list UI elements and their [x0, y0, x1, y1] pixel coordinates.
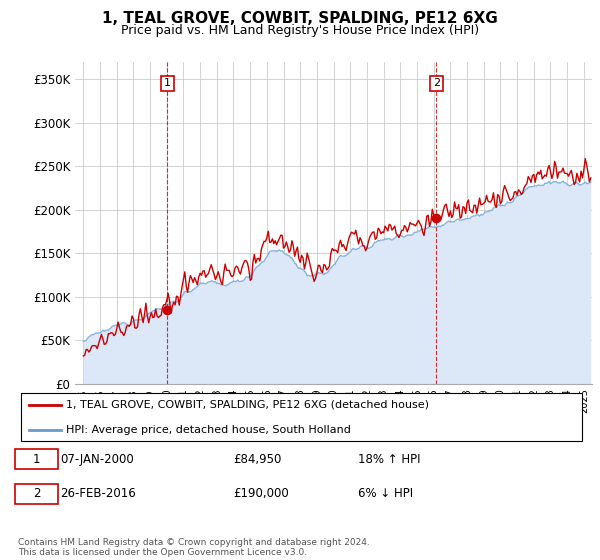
Text: £190,000: £190,000 [233, 487, 289, 501]
Text: 1, TEAL GROVE, COWBIT, SPALDING, PE12 6XG: 1, TEAL GROVE, COWBIT, SPALDING, PE12 6X… [102, 11, 498, 26]
Text: HPI: Average price, detached house, South Holland: HPI: Average price, detached house, Sout… [66, 425, 351, 435]
Text: 18% ↑ HPI: 18% ↑ HPI [358, 453, 421, 466]
Text: 07-JAN-2000: 07-JAN-2000 [61, 453, 134, 466]
FancyBboxPatch shape [15, 484, 58, 504]
Text: 6% ↓ HPI: 6% ↓ HPI [358, 487, 413, 501]
FancyBboxPatch shape [15, 449, 58, 469]
Text: £84,950: £84,950 [233, 453, 282, 466]
Text: 26-FEB-2016: 26-FEB-2016 [61, 487, 136, 501]
Text: 1, TEAL GROVE, COWBIT, SPALDING, PE12 6XG (detached house): 1, TEAL GROVE, COWBIT, SPALDING, PE12 6X… [66, 400, 429, 409]
Text: 2: 2 [32, 487, 40, 501]
Text: 1: 1 [164, 78, 171, 88]
Text: 1: 1 [32, 453, 40, 466]
Text: Contains HM Land Registry data © Crown copyright and database right 2024.
This d: Contains HM Land Registry data © Crown c… [18, 538, 370, 557]
Text: Price paid vs. HM Land Registry's House Price Index (HPI): Price paid vs. HM Land Registry's House … [121, 24, 479, 36]
Text: 2: 2 [433, 78, 440, 88]
FancyBboxPatch shape [21, 393, 582, 441]
